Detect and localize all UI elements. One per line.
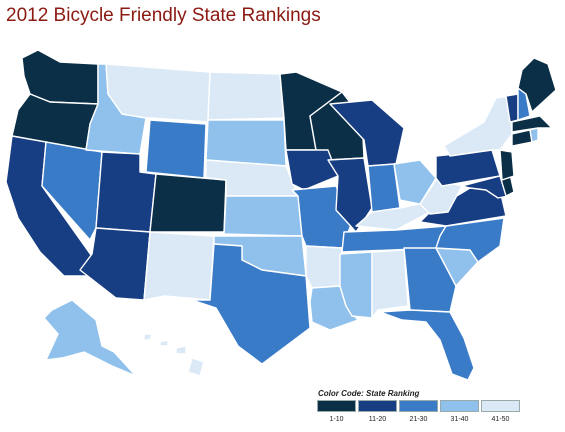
state-nd[interactable] xyxy=(207,71,285,121)
state-ri[interactable] xyxy=(529,127,539,143)
state-al[interactable] xyxy=(371,249,409,319)
state-ga[interactable] xyxy=(403,247,457,313)
legend: 1-10 11-20 21-30 31-40 41-50 xyxy=(317,400,520,423)
state-ia[interactable] xyxy=(285,149,339,191)
legend-label: 21-30 xyxy=(409,416,428,423)
map-title: 2012 Bicycle Friendly State Rankings xyxy=(6,5,321,26)
state-me[interactable] xyxy=(517,57,557,113)
state-co[interactable] xyxy=(149,173,227,233)
legend-label: 41-50 xyxy=(491,416,510,423)
legend-item: 21-30 xyxy=(399,400,438,423)
state-ak[interactable] xyxy=(43,299,137,377)
hawaii-islands xyxy=(143,333,205,377)
state-hi-kauai[interactable] xyxy=(143,333,153,341)
legend-swatch xyxy=(358,400,397,412)
legend-swatch xyxy=(440,400,479,412)
legend-swatch xyxy=(317,400,356,412)
state-hi-big[interactable] xyxy=(187,357,205,377)
legend-swatch xyxy=(399,400,438,412)
state-ct[interactable] xyxy=(511,129,533,147)
legend-item: 41-50 xyxy=(481,400,520,423)
state-fl[interactable] xyxy=(379,309,475,381)
state-mt[interactable] xyxy=(105,63,211,123)
legend-label: 1-10 xyxy=(329,416,344,423)
state-hi-oahu[interactable] xyxy=(159,339,169,347)
state-nm[interactable] xyxy=(143,231,215,301)
state-ny[interactable] xyxy=(443,95,513,157)
state-nj[interactable] xyxy=(499,149,515,181)
state-nc[interactable] xyxy=(435,217,505,263)
state-hi-maui[interactable] xyxy=(175,345,187,355)
legend-title: Color Code: State Ranking xyxy=(318,389,420,398)
state-ar[interactable] xyxy=(305,245,343,289)
legend-label: 31-40 xyxy=(450,416,469,423)
state-tx[interactable] xyxy=(191,243,311,365)
legend-label: 11-20 xyxy=(368,416,387,423)
state-sd[interactable] xyxy=(205,119,287,167)
legend-item: 31-40 xyxy=(440,400,479,423)
legend-item: 11-20 xyxy=(358,400,397,423)
legend-swatch xyxy=(481,400,520,412)
state-ma[interactable] xyxy=(511,115,553,133)
state-wy[interactable] xyxy=(145,119,207,179)
legend-item: 1-10 xyxy=(317,400,356,423)
state-ks[interactable] xyxy=(223,195,303,237)
state-wv[interactable] xyxy=(419,179,463,215)
